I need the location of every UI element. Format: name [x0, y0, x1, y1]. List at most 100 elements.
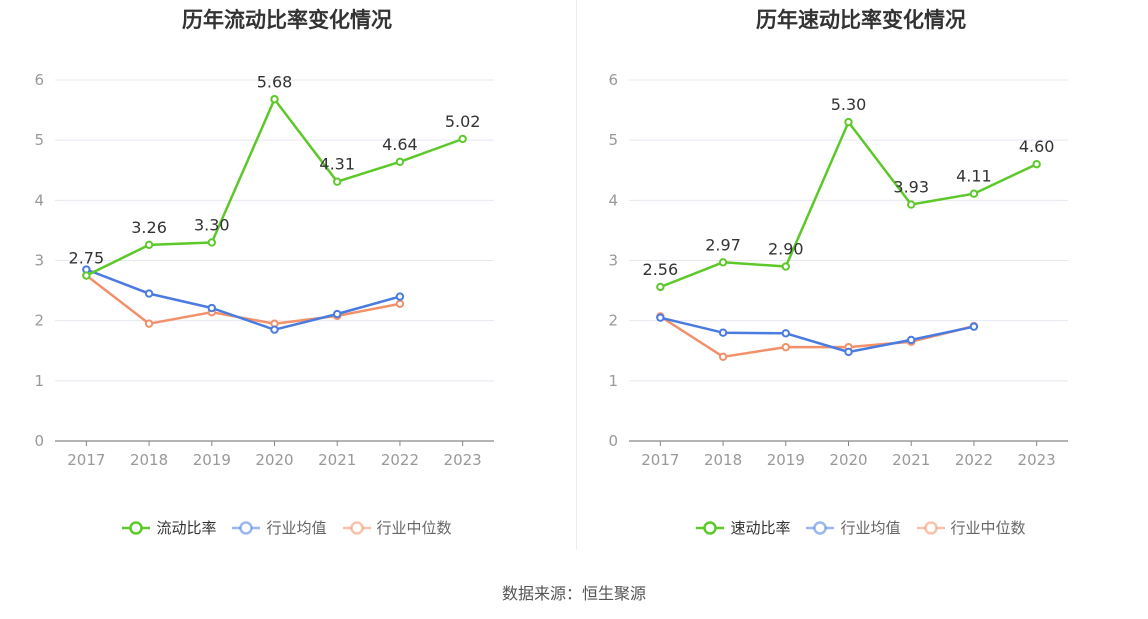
chart-title: 历年速动比率变化情况	[756, 8, 966, 32]
series-line	[660, 316, 975, 354]
chart-title: 历年流动比率变化情况	[182, 8, 392, 32]
y-tick-label: 1	[608, 372, 618, 390]
data-point[interactable]	[781, 262, 790, 271]
legend-label: 行业中位数	[376, 519, 452, 537]
data-point[interactable]	[333, 177, 342, 186]
x-tick-label: 2018	[704, 451, 742, 469]
legend-marker-icon	[342, 520, 371, 535]
y-tick-label: 4	[608, 191, 618, 209]
y-tick-label: 5	[608, 131, 618, 149]
data-point[interactable]	[656, 313, 665, 322]
legend-label: 行业均值	[266, 519, 327, 537]
x-tick-label: 2020	[255, 451, 293, 469]
x-tick-label: 2017	[67, 451, 105, 469]
data-label: 4.60	[1019, 137, 1055, 156]
legend-marker-icon	[806, 520, 835, 535]
data-point[interactable]	[781, 329, 790, 338]
data-point[interactable]	[969, 189, 979, 198]
x-tick-label: 2023	[444, 451, 482, 469]
x-tick-label: 2017	[641, 451, 679, 469]
series-line	[85, 268, 401, 331]
current-ratio-panel: 历年流动比率变化情况 0 1 2 3 4 5 6 2017 2018 2019 2020 2021 20…	[0, 0, 574, 560]
data-label: 5.02	[445, 112, 481, 131]
data-label: 3.26	[131, 218, 167, 237]
legend-marker-icon	[232, 520, 261, 535]
data-point[interactable]	[333, 309, 342, 319]
data-label: 3.30	[194, 215, 230, 234]
data-point[interactable]	[144, 240, 154, 250]
legend-marker-icon	[696, 520, 725, 535]
y-tick-label: 3	[608, 252, 618, 270]
data-point[interactable]	[144, 289, 154, 298]
x-tick-label: 2023	[1018, 451, 1056, 469]
legend-label: 流动比率	[156, 519, 217, 537]
data-point[interactable]	[1032, 160, 1041, 169]
data-point[interactable]	[718, 258, 728, 267]
data-label: 2.90	[768, 240, 804, 259]
data-point[interactable]	[395, 157, 405, 167]
data-point[interactable]	[969, 322, 979, 331]
data-point[interactable]	[656, 282, 665, 292]
data-point[interactable]	[82, 271, 91, 280]
data-source: 数据来源：恒生聚源	[501, 584, 646, 603]
x-tick-label: 2020	[829, 451, 867, 469]
y-tick-label: 3	[34, 252, 44, 270]
current-ratio-chart: 0 1 2 3 4 5 6 2017 2018 2019 2020 2021 2022 2023 2.75 3…	[34, 71, 494, 469]
data-label: 2.97	[705, 235, 741, 254]
quick-ratio-chart: 0 1 2 3 4 5 6 2017 2018 2019 2020 2021 2022 2023 2.56 2…	[608, 71, 1068, 469]
data-label: 3.93	[893, 178, 929, 197]
panel-divider	[576, 0, 577, 550]
x-tick-label: 2018	[130, 451, 168, 469]
legend-item[interactable]: 行业均值	[806, 517, 901, 538]
data-point[interactable]	[907, 200, 916, 209]
y-tick-label: 2	[608, 312, 618, 330]
data-point[interactable]	[270, 325, 279, 334]
data-label: 5.68	[257, 72, 293, 91]
legend: 流动比率 行业均值 行业中位数	[0, 517, 574, 538]
legend-label: 速动比率	[730, 519, 791, 537]
legend-marker-icon	[916, 520, 945, 535]
y-tick-label: 1	[34, 372, 44, 390]
legend-label: 行业均值	[840, 519, 901, 537]
data-point[interactable]	[270, 95, 279, 104]
data-point[interactable]	[718, 328, 728, 337]
legend-item[interactable]: 行业均值	[232, 517, 327, 538]
x-tick-label: 2022	[955, 451, 993, 469]
data-point[interactable]	[207, 238, 216, 247]
y-tick-label: 2	[34, 312, 44, 330]
data-point[interactable]	[907, 335, 916, 345]
x-tick-label: 2021	[318, 451, 356, 469]
legend-marker-icon	[122, 520, 151, 535]
data-point[interactable]	[395, 292, 405, 301]
data-point[interactable]	[458, 134, 467, 144]
y-tick-label: 6	[34, 71, 44, 89]
legend-label: 行业中位数	[950, 519, 1026, 537]
data-point[interactable]	[718, 352, 728, 361]
series-line	[85, 274, 401, 325]
data-point[interactable]	[781, 342, 790, 352]
data-label: 5.30	[831, 95, 867, 114]
legend-item[interactable]: 行业中位数	[916, 517, 1026, 538]
series-line	[85, 98, 464, 277]
legend: 速动比率 行业均值 行业中位数	[574, 517, 1148, 538]
legend-item[interactable]: 流动比率	[122, 517, 216, 538]
y-tick-label: 6	[608, 71, 618, 89]
data-point[interactable]	[844, 347, 853, 357]
data-label: 4.64	[382, 135, 418, 154]
data-point[interactable]	[207, 303, 216, 313]
x-tick-label: 2019	[767, 451, 805, 469]
x-tick-label: 2019	[193, 451, 231, 469]
series-line	[659, 315, 975, 359]
series-line	[659, 120, 1038, 289]
data-point[interactable]	[144, 319, 154, 328]
quick-ratio-panel: 历年速动比率变化情况 0 1 2 3 4 5 6 2017 2018 2019 2020 2021 20…	[574, 0, 1148, 560]
data-label: 4.31	[319, 155, 355, 174]
data-label: 2.56	[643, 260, 679, 279]
y-tick-label: 0	[34, 432, 44, 450]
data-point[interactable]	[395, 299, 405, 309]
legend-item[interactable]: 行业中位数	[342, 517, 452, 538]
data-point[interactable]	[844, 117, 853, 127]
data-label: 4.11	[956, 167, 992, 186]
legend-item[interactable]: 速动比率	[696, 517, 790, 538]
data-label: 2.75	[69, 249, 105, 268]
